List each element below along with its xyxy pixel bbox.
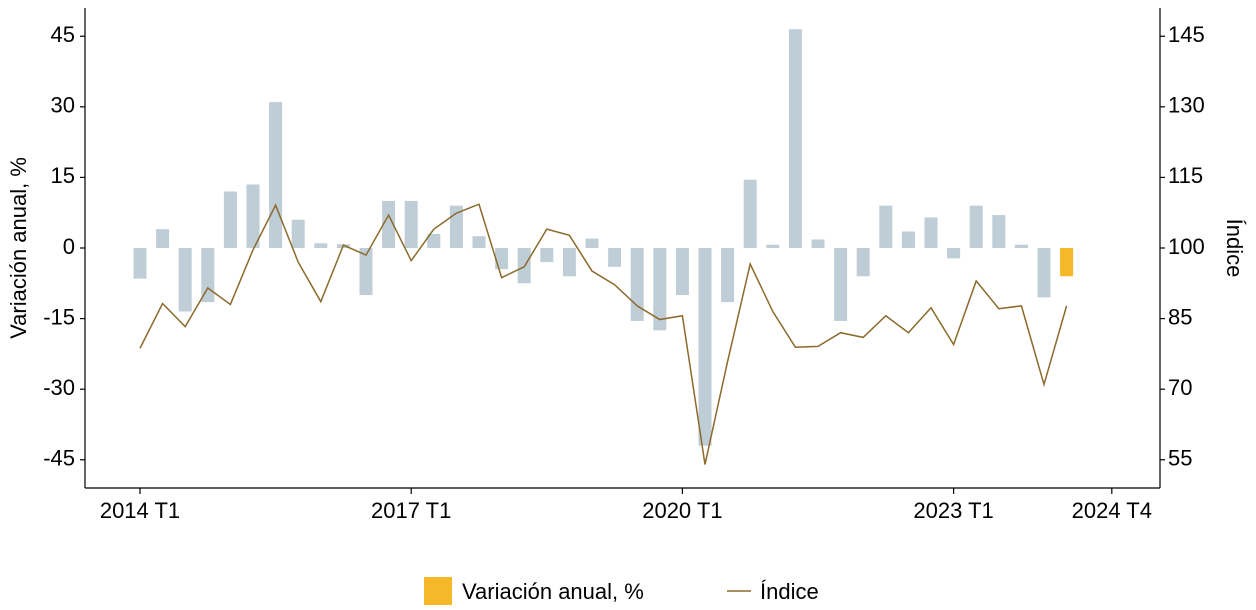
line [139,203,1068,465]
bar [314,243,328,248]
bar [156,229,170,248]
y2-tick-label: 100 [1168,234,1205,259]
bar [585,238,599,248]
bar [834,248,848,321]
bar [969,205,983,248]
bar [291,219,305,248]
y-tick-label: -45 [43,446,75,471]
y2-tick-label: 145 [1168,22,1205,47]
bar [992,215,1006,248]
bar [223,191,237,248]
y-tick-label: -15 [43,304,75,329]
x-tick-label: 2023 T1 [913,498,993,523]
bar [947,248,961,259]
bar [1014,244,1028,248]
y2-tick-label: 130 [1168,93,1205,118]
bar [856,248,870,277]
bar [201,248,215,303]
bar [382,200,396,248]
bar [675,248,689,296]
bar [269,102,283,248]
bar [766,244,780,248]
bar [133,248,147,279]
legend-swatch [424,577,452,605]
bar [879,205,893,248]
y2-tick-label: 85 [1168,304,1192,329]
bar [924,217,938,248]
bar [562,248,576,277]
y2-axis-title: Índice [1222,219,1247,278]
y-tick-label: 45 [51,22,75,47]
bar [653,248,667,331]
bar [1060,248,1074,277]
bar [721,248,735,303]
y2-tick-label: 55 [1168,446,1192,471]
bar [178,248,192,312]
y-tick-label: 30 [51,93,75,118]
bar [495,248,509,270]
y2-tick-label: 70 [1168,375,1192,400]
y2-tick-label: 115 [1168,163,1203,188]
legend-label: Índice [760,579,819,604]
bar [698,248,712,446]
y-tick-label: -30 [43,375,75,400]
bar [472,236,486,248]
legend-label: Variación anual, % [462,579,644,604]
x-tick-label: 2017 T1 [371,498,451,523]
bar [540,248,554,263]
bar [811,239,825,248]
bar [630,248,644,321]
bar [1037,248,1051,298]
bar [788,29,802,249]
bar [246,184,260,248]
bar [901,231,915,248]
bar [404,200,418,248]
bar [608,248,622,267]
y-axis-title: Variación anual, % [6,157,31,339]
x-tick-label: 2014 T1 [100,498,180,523]
y-tick-label: 0 [63,234,75,259]
bar [743,179,757,248]
x-tick-label: 2020 T1 [642,498,722,523]
bar [359,248,373,296]
bar [427,233,441,248]
y-tick-label: 15 [51,163,75,188]
x-tick-label: 2024 T4 [1072,498,1152,523]
